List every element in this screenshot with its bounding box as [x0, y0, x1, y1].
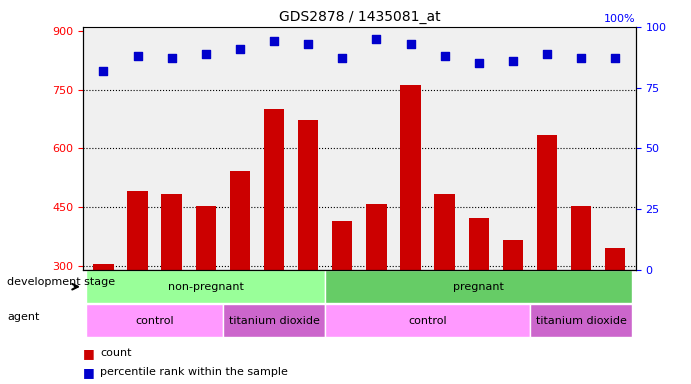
Text: non-pregnant: non-pregnant: [168, 282, 244, 292]
Text: agent: agent: [7, 312, 39, 322]
Title: GDS2878 / 1435081_at: GDS2878 / 1435081_at: [278, 10, 440, 25]
Bar: [196, 206, 216, 383]
Point: [439, 53, 450, 59]
Point: [405, 41, 416, 47]
Text: control: control: [408, 316, 447, 326]
Point: [234, 46, 245, 52]
Point: [269, 38, 280, 45]
Bar: [400, 85, 421, 383]
Text: titanium dioxide: titanium dioxide: [536, 316, 627, 326]
Point: [303, 41, 314, 47]
Text: pregnant: pregnant: [453, 282, 504, 292]
Bar: [162, 194, 182, 383]
Bar: [298, 120, 319, 383]
Bar: [93, 264, 113, 383]
Bar: [127, 191, 148, 383]
FancyBboxPatch shape: [325, 305, 530, 337]
Bar: [332, 221, 352, 383]
Bar: [502, 240, 523, 383]
Text: titanium dioxide: titanium dioxide: [229, 316, 319, 326]
Point: [200, 51, 211, 57]
Point: [473, 60, 484, 66]
Bar: [435, 194, 455, 383]
Point: [576, 55, 587, 61]
Bar: [468, 218, 489, 383]
Text: control: control: [135, 316, 174, 326]
Point: [337, 55, 348, 61]
FancyBboxPatch shape: [530, 305, 632, 337]
Point: [132, 53, 143, 59]
Point: [98, 68, 109, 74]
Bar: [571, 206, 591, 383]
Text: development stage: development stage: [7, 277, 115, 287]
Bar: [229, 170, 250, 383]
Bar: [537, 134, 557, 383]
FancyBboxPatch shape: [223, 305, 325, 337]
Text: count: count: [100, 348, 132, 358]
Point: [166, 55, 177, 61]
FancyBboxPatch shape: [86, 270, 325, 303]
FancyBboxPatch shape: [325, 270, 632, 303]
Bar: [366, 204, 387, 383]
Text: 100%: 100%: [604, 15, 636, 25]
FancyBboxPatch shape: [86, 305, 223, 337]
Text: ■: ■: [83, 347, 95, 360]
Point: [542, 51, 553, 57]
Point: [507, 58, 518, 64]
Bar: [264, 109, 284, 383]
Point: [609, 55, 621, 61]
Text: ■: ■: [83, 366, 95, 379]
Text: percentile rank within the sample: percentile rank within the sample: [100, 367, 288, 377]
Point: [371, 36, 382, 42]
Bar: [605, 248, 625, 383]
